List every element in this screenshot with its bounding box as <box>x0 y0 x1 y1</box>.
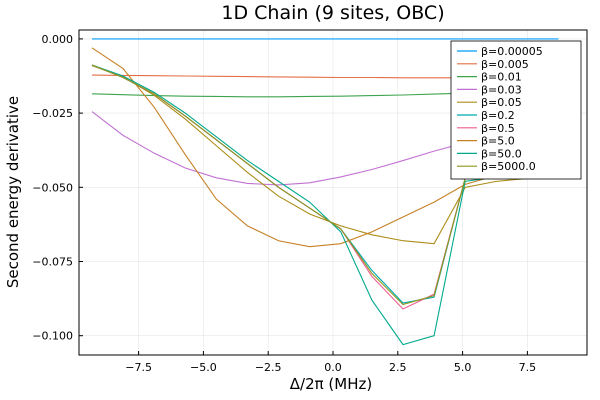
series-line-4 <box>91 65 559 245</box>
legend-label: β=0.2 <box>481 109 515 122</box>
y-tick-label: −0.050 <box>32 181 73 194</box>
legend-label: β=5.0 <box>481 135 515 148</box>
x-tick-label: −2.5 <box>255 361 282 374</box>
legend-label: β=0.05 <box>481 96 522 109</box>
legend-label: β=0.005 <box>481 58 529 71</box>
legend: β=0.00005β=0.005β=0.01β=0.03β=0.05β=0.2β… <box>450 40 582 180</box>
series-line-7 <box>91 47 559 248</box>
x-tick-label: 7.5 <box>519 361 537 374</box>
y-tick-label: 0.000 <box>42 33 74 46</box>
x-axis-title: Δ/2π (MHz) <box>290 375 372 393</box>
y-axis-ticks: 0.000 −0.025 −0.050 −0.075 −0.100 <box>32 33 83 343</box>
x-tick-label: −7.5 <box>125 361 152 374</box>
x-tick-label: 2.5 <box>389 361 407 374</box>
y-tick-label: −0.025 <box>32 107 73 120</box>
y-axis-title: Second energy derivative <box>4 96 22 288</box>
legend-label: β=50.0 <box>481 147 522 160</box>
y-tick-label: −0.100 <box>32 330 73 343</box>
y-tick-label: −0.075 <box>32 256 73 269</box>
chart-title: 1D Chain (9 sites, OBC) <box>221 2 444 24</box>
x-tick-label: −5.0 <box>190 361 217 374</box>
legend-label: β=0.03 <box>481 83 522 96</box>
legend-label: β=5000.0 <box>481 160 536 173</box>
legend-label: β=0.01 <box>481 71 522 84</box>
x-axis-ticks: −7.5 −5.0 −2.5 0.0 2.5 5.0 7.5 <box>125 351 536 374</box>
x-tick-label: 5.0 <box>454 361 472 374</box>
legend-label: β=0.5 <box>481 122 515 135</box>
legend-label: β=0.00005 <box>481 45 543 58</box>
x-tick-label: 0.0 <box>324 361 342 374</box>
